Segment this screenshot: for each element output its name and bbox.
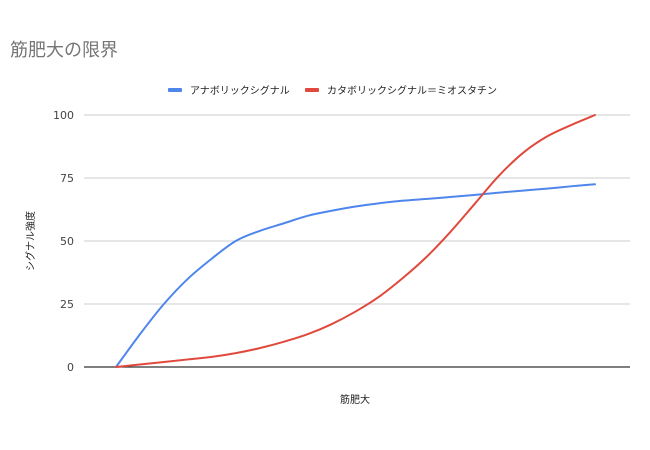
chart-title: 筋肥大の限界	[10, 40, 118, 61]
series-line-anabolic	[115, 183, 596, 368]
legend-swatch-catabolic	[305, 87, 319, 92]
legend-label-catabolic: カタボリックシグナル＝ミオスタチン	[327, 86, 497, 97]
y-tick-label: 75	[60, 172, 74, 185]
legend-label-anabolic: アナボリックシグナル	[190, 86, 290, 97]
y-tick-label: 50	[60, 235, 74, 248]
y-tick-label: 25	[60, 298, 74, 311]
legend: アナボリックシグナル カタボリックシグナル＝ミオスタチン	[0, 82, 650, 97]
y-axis-title: シグナル強度	[24, 211, 37, 271]
series-line-catabolic	[115, 114, 596, 368]
legend-item-catabolic: カタボリックシグナル＝ミオスタチン	[305, 82, 497, 97]
y-tick-label: 100	[53, 109, 74, 122]
legend-swatch-anabolic	[168, 87, 182, 92]
legend-item-anabolic: アナボリックシグナル	[168, 82, 290, 97]
y-tick-label: 0	[67, 361, 74, 374]
x-axis-title: 筋肥大	[340, 393, 370, 406]
